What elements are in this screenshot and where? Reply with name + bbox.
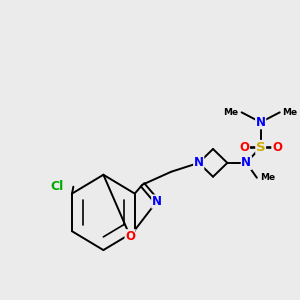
Text: O: O bbox=[125, 230, 135, 243]
Text: Cl: Cl bbox=[50, 180, 63, 193]
Text: N: N bbox=[242, 156, 251, 170]
Text: O: O bbox=[239, 140, 250, 154]
Text: S: S bbox=[256, 140, 266, 154]
Text: N: N bbox=[152, 195, 162, 208]
Text: N: N bbox=[194, 156, 204, 170]
Text: Me: Me bbox=[224, 108, 239, 117]
Text: Me: Me bbox=[260, 173, 275, 182]
Text: O: O bbox=[272, 140, 282, 154]
Text: N: N bbox=[256, 116, 266, 129]
Text: Me: Me bbox=[283, 108, 298, 117]
